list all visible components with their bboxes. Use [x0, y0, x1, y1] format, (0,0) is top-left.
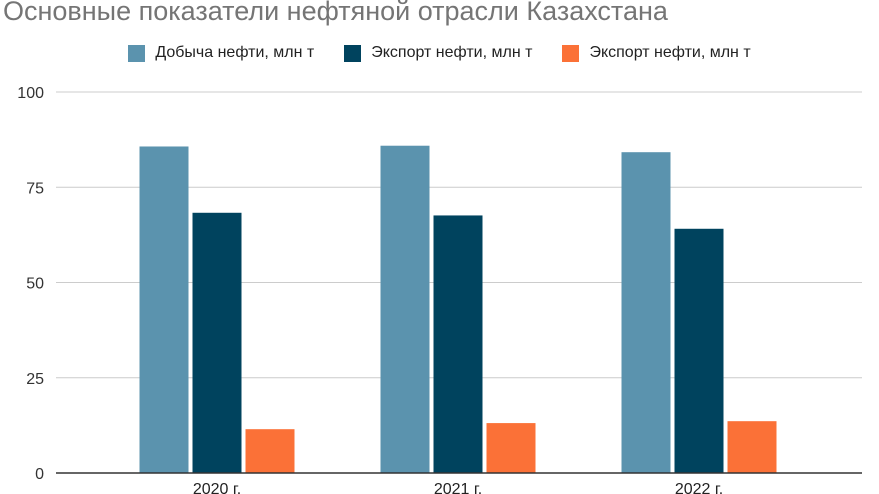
legend-label-export: Экспорт нефти, млн т — [371, 44, 533, 61]
bar — [486, 423, 536, 473]
bar — [674, 228, 724, 473]
bar — [621, 152, 671, 473]
bar — [245, 429, 295, 473]
legend-swatch-export — [344, 44, 362, 62]
legend-swatch-production — [128, 44, 146, 62]
y-tick-label: 75 — [26, 180, 44, 197]
legend-item-production: Добыча нефти, млн т — [128, 44, 314, 62]
legend-label-production: Добыча нефти, млн т — [155, 44, 315, 61]
bar — [380, 145, 430, 473]
bar — [433, 215, 483, 473]
x-category-label: 2022 г. — [675, 481, 723, 494]
legend-swatch-export-2 — [562, 44, 580, 62]
legend: Добыча нефти, млн т Экспорт нефти, млн т… — [0, 44, 879, 62]
y-tick-label: 50 — [26, 276, 44, 293]
y-tick-label: 25 — [26, 371, 44, 388]
chart-title: Основные показатели нефтяной отрасли Каз… — [3, 0, 668, 26]
bar — [139, 146, 189, 473]
legend-item-export-2: Экспорт нефти, млн т — [562, 44, 751, 62]
x-category-label: 2020 г. — [193, 481, 241, 494]
bar — [192, 212, 242, 474]
y-tick-label: 0 — [35, 466, 44, 483]
x-category-label: 2021 г. — [434, 481, 482, 494]
y-tick-label: 100 — [17, 85, 44, 102]
legend-item-export: Экспорт нефти, млн т — [344, 44, 532, 62]
bar — [727, 421, 777, 473]
legend-label-export-2: Экспорт нефти, млн т — [589, 44, 751, 61]
